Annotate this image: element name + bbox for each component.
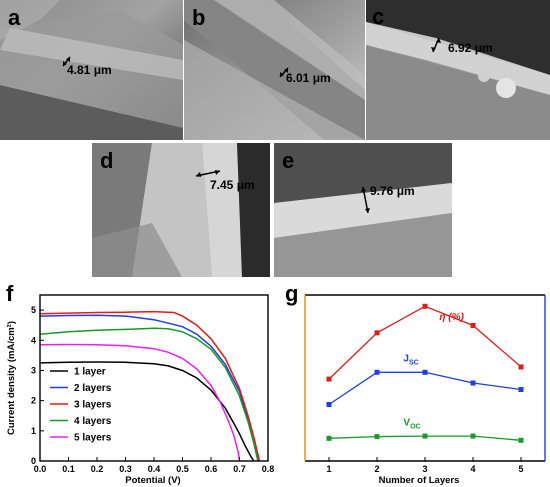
legend-label-f-4: 4 layers xyxy=(74,416,112,427)
legend-label-f-1: 1 layer xyxy=(74,367,106,378)
x-tick-label-g: 5 xyxy=(518,464,523,474)
series-marker-g-1 xyxy=(518,364,524,370)
x-axis-title-f: Potential (V) xyxy=(125,475,180,486)
sem-panel-c: c 6.92 μm xyxy=(366,0,550,140)
series-marker-g-3 xyxy=(374,434,380,440)
legend-label-f-2: 2 layers xyxy=(74,383,112,394)
series-label-g-1: η (%) xyxy=(439,312,464,323)
x-tick-label-f: 0.5 xyxy=(176,464,189,474)
x-tick-label-f: 0.1 xyxy=(62,464,75,474)
series-marker-g-3 xyxy=(422,433,428,439)
y-tick-label-f: 3 xyxy=(31,365,36,375)
series-line-f-2 xyxy=(39,314,259,462)
y-tick-label-f: 5 xyxy=(31,305,36,315)
x-tick-label-f: 0.0 xyxy=(34,464,47,474)
y-tick-label-f: 0 xyxy=(31,456,36,466)
series-marker-g-1 xyxy=(422,303,428,309)
sem-panel-a: a 4.81 μm xyxy=(0,0,183,140)
y-tick-label-f: 1 xyxy=(31,426,36,436)
measurement-c: 6.92 μm xyxy=(448,41,493,55)
panel-letter-g: g xyxy=(285,283,298,306)
sem-image-b: b 6.01 μm xyxy=(184,0,365,140)
y-tick-label-f: 2 xyxy=(31,396,36,406)
panel-letter-d: d xyxy=(100,148,113,173)
panel-letter-c: c xyxy=(372,4,384,29)
sem-panel-e: e 9.76 μm xyxy=(274,143,452,277)
x-tick-label-g: 1 xyxy=(326,464,331,474)
series-marker-g-2 xyxy=(422,369,428,375)
panel-letter-f: f xyxy=(6,283,14,306)
x-tick-label-f: 0.7 xyxy=(233,464,246,474)
x-tick-label-g: 3 xyxy=(422,464,427,474)
measurement-e: 9.76 μm xyxy=(370,184,415,198)
x-tick-label-f: 0.6 xyxy=(205,464,218,474)
x-tick-label-f: 0.2 xyxy=(91,464,104,474)
x-tick-label-g: 2 xyxy=(374,464,379,474)
panel-letter-b: b xyxy=(192,5,205,30)
series-marker-g-2 xyxy=(374,369,380,375)
series-marker-g-2 xyxy=(470,380,476,386)
series-marker-g-1 xyxy=(374,330,380,336)
series-line-g-1 xyxy=(328,305,522,380)
sem-image-a: a 4.81 μm xyxy=(0,0,183,140)
legend-label-f-5: 5 layers xyxy=(74,433,112,444)
legend-label-f-3: 3 layers xyxy=(74,400,112,411)
series-marker-g-1 xyxy=(470,322,476,328)
x-tick-label-f: 0.3 xyxy=(119,464,132,474)
series-line-f-5 xyxy=(39,343,241,462)
sem-panel-b: b 6.01 μm xyxy=(184,0,365,140)
measurement-a: 4.81 μm xyxy=(67,63,112,77)
series-marker-g-3 xyxy=(470,433,476,439)
series-label-g-3: VOC xyxy=(403,417,420,430)
sem-image-d: d 7.45 μm xyxy=(92,143,270,277)
sem-image-c: c 6.92 μm xyxy=(366,0,550,140)
y-tick-label-f: 4 xyxy=(31,335,36,345)
sem-image-e: e 9.76 μm xyxy=(274,143,452,277)
panel-letter-a: a xyxy=(8,5,21,30)
series-line-f-1 xyxy=(39,361,255,462)
series-line-f-4 xyxy=(39,327,259,462)
x-tick-label-f: 0.8 xyxy=(262,464,275,474)
series-marker-g-3 xyxy=(326,435,332,441)
x-tick-label-f: 0.4 xyxy=(148,464,161,474)
chart-f: f 0.0 0.1 0.2 0.3 0.4 0.5 0.6 0.7 0.8 0 1 2 3 4 5 1 lay… xyxy=(6,283,275,486)
sem-panel-d: d 7.45 μm xyxy=(92,143,270,277)
series-marker-g-3 xyxy=(518,437,524,443)
x-tick-label-g: 4 xyxy=(470,464,475,474)
chart-g: g 1 2 3 4 5 η (%) JSC VOC Number of Layers xyxy=(285,283,546,486)
panel-letter-e: e xyxy=(282,148,294,173)
series-marker-g-1 xyxy=(326,376,332,382)
series-marker-g-2 xyxy=(326,401,332,407)
measurement-b: 6.01 μm xyxy=(286,71,331,85)
series-line-g-2 xyxy=(328,371,522,406)
measurement-d: 7.45 μm xyxy=(210,178,255,192)
series-label-g-2: JSC xyxy=(403,353,418,366)
series-marker-g-2 xyxy=(518,387,524,393)
x-axis-title-g: Number of Layers xyxy=(379,475,460,486)
series-line-f-3 xyxy=(39,310,261,462)
y-axis-title-f: Current density (mA/cm²) xyxy=(6,321,17,435)
